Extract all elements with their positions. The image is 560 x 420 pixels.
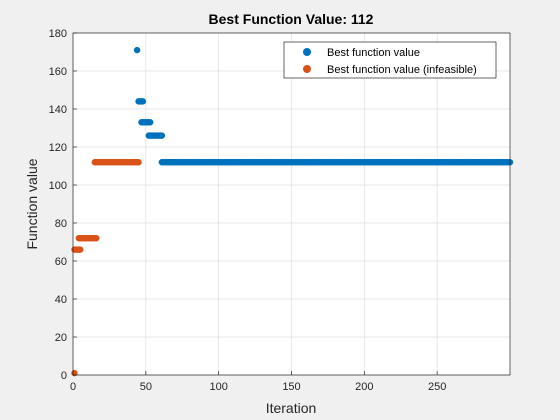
y-tick-label: 0 xyxy=(61,370,67,382)
y-axis-label: Function value xyxy=(24,158,40,249)
x-tick-label: 200 xyxy=(355,381,373,393)
x-tick-label: 50 xyxy=(140,381,152,393)
data-point xyxy=(158,132,166,139)
x-axis-label: Iteration xyxy=(266,400,317,416)
y-tick-label: 140 xyxy=(49,104,67,116)
data-point xyxy=(135,158,142,166)
legend-box xyxy=(283,41,497,79)
legend-label-infeasible: Best function value (infeasible) xyxy=(327,64,477,76)
chart-title: Best Function Value: 112 xyxy=(209,11,374,27)
legend-marker-infeasible xyxy=(303,65,311,73)
series-0 xyxy=(133,46,514,166)
y-tick-label: 100 xyxy=(49,180,67,192)
x-tick-label: 100 xyxy=(209,381,227,393)
y-tick-label: 40 xyxy=(55,294,67,306)
y-tick-label: 20 xyxy=(55,332,67,344)
x-tick-label: 0 xyxy=(70,381,76,393)
legend-marker-best xyxy=(303,48,311,56)
data-point xyxy=(139,98,147,105)
data-point xyxy=(146,119,154,126)
y-tick-label: 80 xyxy=(55,218,67,230)
data-series xyxy=(71,46,514,377)
y-tick-label: 160 xyxy=(49,66,67,78)
axis-ticks: 0 50 100 150 200 250 0 20 40 60 80 100 120 140 160 180 xyxy=(49,28,447,393)
legend: Best function value Best function value … xyxy=(283,41,497,79)
x-tick-label: 150 xyxy=(282,381,300,393)
legend-label-best: Best function value xyxy=(327,47,420,59)
x-tick-label: 250 xyxy=(428,381,446,393)
data-point xyxy=(133,46,141,54)
y-tick-label: 60 xyxy=(55,256,67,268)
y-tick-label: 120 xyxy=(49,142,67,154)
data-point xyxy=(93,234,100,242)
y-tick-label: 180 xyxy=(49,28,67,40)
data-point xyxy=(77,246,84,253)
